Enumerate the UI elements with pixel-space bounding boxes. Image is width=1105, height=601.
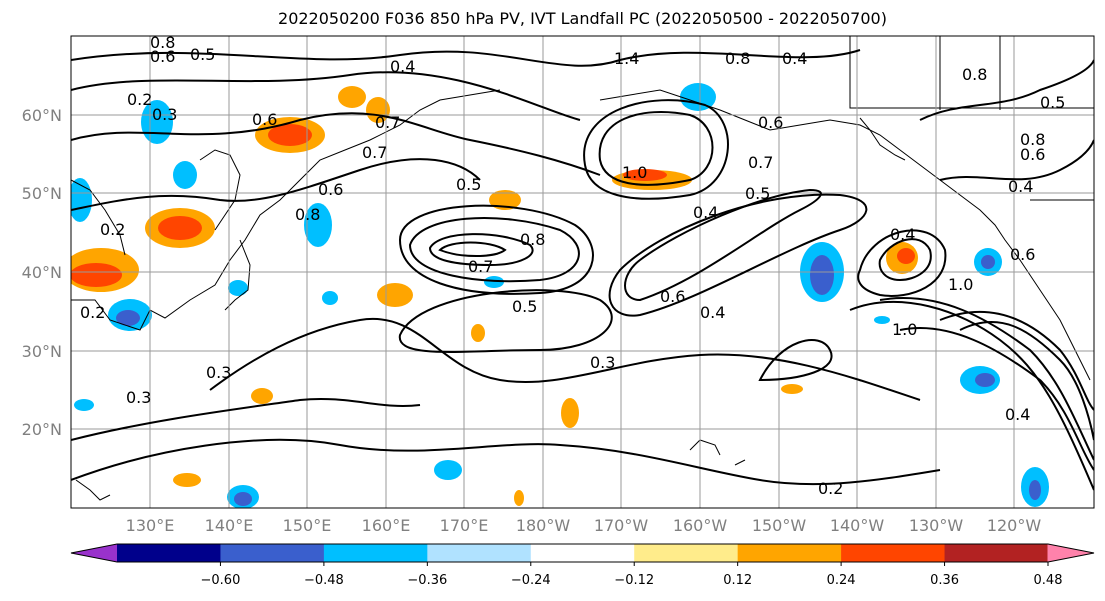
colorbar-segment	[220, 544, 325, 562]
contour-label: 0.4	[390, 57, 415, 76]
lat-label: 60°N	[22, 106, 62, 125]
lon-label: 140°E	[205, 516, 254, 535]
colorbar-outline	[70, 543, 1095, 563]
lon-label: 180°W	[516, 516, 571, 535]
colorbar-segment	[530, 544, 635, 562]
contour-label: 0.5	[745, 184, 770, 203]
lat-label: 50°N	[22, 184, 62, 203]
contour-label: 0.7	[375, 113, 400, 132]
lon-label: 130°E	[126, 516, 175, 535]
contour-label: 0.6	[1010, 245, 1035, 264]
contour-label: 0.8	[725, 49, 750, 68]
contour-label: 0.3	[590, 353, 615, 372]
colorbar-segment	[944, 544, 1049, 562]
contour-label: 0.4	[1008, 177, 1033, 196]
contour-label: 0.2	[100, 220, 125, 239]
lon-label: 150°E	[283, 516, 332, 535]
contour-label: 0.8	[520, 230, 545, 249]
contour-label: 0.6	[660, 287, 685, 306]
contour-label: 0.4	[782, 49, 807, 68]
contour-label: 0.5	[190, 45, 215, 64]
colorbar-segment	[634, 544, 739, 562]
contour-label: 0.7	[362, 143, 387, 162]
latitude-labels: 60°N 50°N 40°N 30°N 20°N	[22, 106, 62, 439]
contour-labels: 0.8 0.6 0.5 1.4 0.4 0.8 0.4 0.8 0.5 0.2 …	[80, 33, 1065, 498]
lat-label: 30°N	[22, 342, 62, 361]
contour-label: 0.8	[1020, 130, 1045, 149]
contour-label: 0.2	[818, 479, 843, 498]
colorbar-tick-label: −0.60	[201, 573, 241, 588]
contour-label: 0.2	[127, 90, 152, 109]
colorbar-tick-label: 0.12	[723, 573, 752, 588]
lon-label: 170°E	[440, 516, 489, 535]
colorbar-segment	[323, 544, 428, 562]
lon-label: 150°W	[752, 516, 807, 535]
contour-label: 0.5	[512, 297, 537, 316]
contour-label: 0.4	[700, 303, 725, 322]
map-title: 2022050200 F036 850 hPa PV, IVT Landfall…	[278, 9, 887, 28]
colorbar-segment	[427, 544, 532, 562]
colorbar-tick-label: 0.36	[930, 573, 959, 588]
contour-label: 0.7	[468, 257, 493, 276]
contour-label: 0.6	[318, 180, 343, 199]
lon-label: 160°W	[673, 516, 728, 535]
contour-label: 0.8	[962, 65, 987, 84]
lon-label: 160°E	[362, 516, 411, 535]
colorbar-segment	[117, 544, 221, 562]
contour-label: 0.2	[80, 303, 105, 322]
contour-lines	[71, 49, 1094, 491]
colorbar-tick-label: −0.12	[614, 573, 654, 588]
contour-label: 1.0	[622, 163, 647, 182]
colorbar-segment	[841, 544, 946, 562]
contour-label: 0.8	[150, 33, 175, 52]
contour-label: 1.4	[614, 49, 639, 68]
colorbar-segment	[737, 544, 842, 562]
contour-label: 0.5	[1040, 93, 1065, 112]
colorbar-tick-label: 0.24	[827, 573, 856, 588]
longitude-labels: 130°E 140°E 150°E 160°E 170°E 180°W 170°…	[126, 516, 1042, 535]
colorbar-tick-label: 0.48	[1034, 573, 1063, 588]
lat-label: 20°N	[22, 420, 62, 439]
contour-label: 0.4	[1005, 405, 1030, 424]
colorbar-tick-label: −0.48	[304, 573, 344, 588]
contour-label: 0.5	[456, 175, 481, 194]
colorbar-tick-label: −0.24	[511, 573, 551, 588]
contour-label: 0.3	[152, 105, 177, 124]
contour-label: 0.6	[150, 47, 175, 66]
colorbar-extend-low	[71, 544, 118, 562]
colorbar: −0.60 −0.48 −0.36 −0.24 −0.12 0.12 0.24 0.36 0.4…	[70, 543, 1095, 588]
contour-label: 0.8	[295, 205, 320, 224]
lon-label: 130°W	[909, 516, 964, 535]
contour-label: 0.3	[126, 388, 151, 407]
colorbar-tick-label: −0.36	[407, 573, 447, 588]
contour-label: 0.7	[748, 153, 773, 172]
colorbar-extend-high	[1047, 544, 1094, 562]
lon-label: 120°W	[987, 516, 1042, 535]
lon-label: 170°W	[594, 516, 649, 535]
contour-label: 1.0	[948, 275, 973, 294]
contour-label: 0.3	[206, 363, 231, 382]
lat-label: 40°N	[22, 263, 62, 282]
contour-label: 0.6	[758, 113, 783, 132]
lon-label: 140°W	[830, 516, 885, 535]
contour-label: 0.6	[252, 110, 277, 129]
contour-label: 1.0	[892, 320, 917, 339]
contour-label: 0.4	[693, 203, 718, 222]
contour-label: 0.6	[1020, 145, 1045, 164]
contour-label: 0.4	[890, 225, 915, 244]
